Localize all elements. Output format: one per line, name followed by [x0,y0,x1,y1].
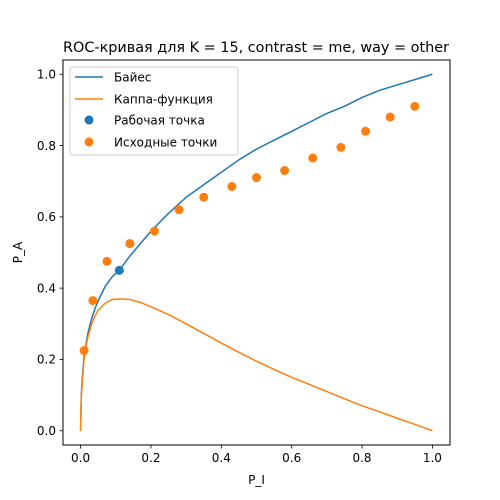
x-tick-label: 0.8 [352,451,371,465]
legend-label: Исходные точки [114,135,217,149]
y-tick-label: 0.8 [37,139,56,153]
y-axis: 0.0 0.2 0.4 0.6 0.8 1.0 [37,68,63,438]
plot-area [79,73,433,432]
scatter-point-3 [199,192,209,202]
y-tick-label: 1.0 [37,68,56,82]
legend: Байес Каппа-функция Рабочая точка Исходные … [69,66,239,156]
scatter-point-3 [227,182,237,192]
legend-swatch-marker [84,137,94,147]
legend-label: Рабочая точка [114,113,205,127]
y-tick-label: 0.4 [37,281,56,295]
scatter-point-3 [102,256,112,266]
y-tick-label: 0.2 [37,353,56,367]
scatter-point-3 [125,239,135,249]
scatter-point-3 [252,173,261,183]
series-line-0 [79,73,433,431]
x-tick-label: 0.6 [282,451,301,465]
x-tick-label: 1.0 [423,451,442,465]
scatter-point-3 [410,101,420,111]
series-line-1 [79,298,433,432]
x-tick-label: 0.2 [141,451,160,465]
scatter-point-3 [174,205,184,215]
legend-label: Байес [114,70,151,84]
scatter-point-3 [336,142,346,152]
x-axis-label: P_I [248,473,265,487]
scatter-point-3 [88,296,98,306]
x-tick-label: 0.4 [212,451,231,465]
scatter-point-3 [79,346,89,356]
legend-frame [69,66,239,156]
scatter-point-3 [308,153,318,163]
x-axis: 0.0 0.2 0.4 0.6 0.8 1.0 [71,445,442,465]
x-tick-label: 0.0 [71,451,90,465]
scatter-point-2 [114,265,124,275]
chart-title: ROC-кривая для K = 15, contrast = me, wa… [63,40,449,56]
y-tick-label: 0.6 [37,210,56,224]
y-tick-label: 0.0 [37,424,56,438]
legend-swatch-marker [84,115,94,125]
scatter-point-3 [361,126,371,136]
y-axis-label: P_A [11,241,25,263]
scatter-point-3 [280,166,290,176]
scatter-point-3 [385,112,395,122]
legend-label: Каппа-функция [114,92,213,106]
scatter-point-3 [149,226,159,236]
axes-frame [62,59,451,446]
